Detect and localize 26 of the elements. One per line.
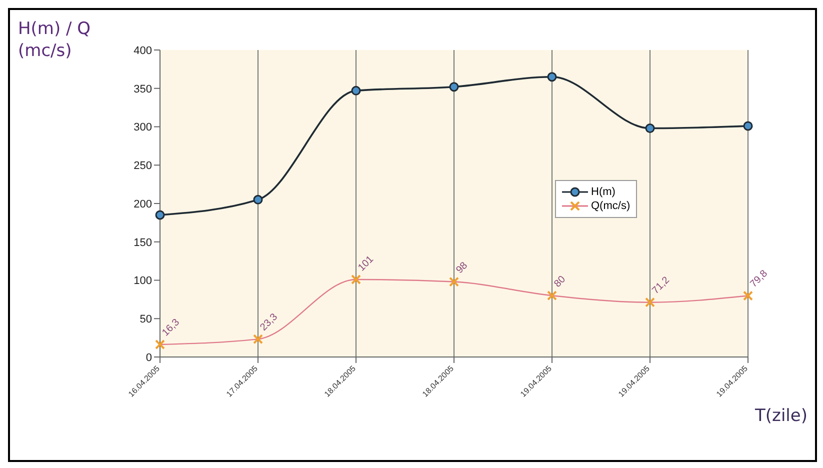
y-tick-label: 350	[134, 83, 152, 96]
x-axis-title: T(zile)	[755, 406, 808, 426]
y-tick-label: 100	[134, 275, 152, 288]
point	[743, 121, 753, 131]
y-tick-label: 250	[134, 160, 152, 172]
y-tick-label: 150	[134, 236, 152, 249]
y-tick-label: 200	[134, 198, 152, 210]
legend-label: Q(mc/s)	[591, 200, 630, 212]
y-tick-label: 400	[134, 44, 152, 57]
data-label: 98	[454, 260, 470, 276]
data-label: 80	[552, 274, 568, 290]
y-tick-label: 0	[146, 352, 152, 364]
data-label: 101	[356, 254, 376, 274]
point	[645, 124, 655, 134]
point	[547, 72, 557, 82]
y-tick-label: 50	[140, 314, 152, 326]
point	[351, 86, 361, 96]
data-label: 71,2	[650, 274, 672, 296]
y-axis-title: H(m) / Q (mc/s)	[18, 18, 92, 62]
point	[253, 194, 263, 204]
point	[449, 82, 459, 92]
data-label: 79,8	[748, 268, 770, 290]
point	[155, 210, 165, 220]
y-tick-label: 300	[134, 122, 152, 134]
data-label: 16,3	[160, 316, 182, 339]
legend-label: H(m)	[591, 186, 616, 198]
